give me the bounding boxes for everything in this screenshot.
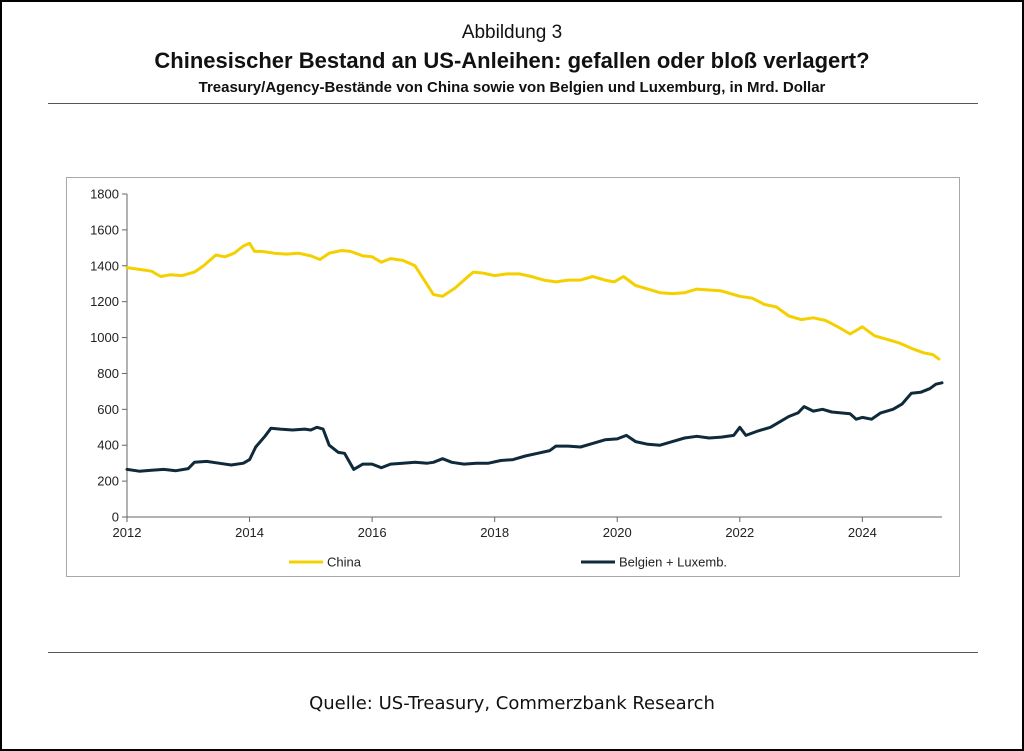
y-tick-label: 800	[97, 366, 119, 381]
y-tick-label: 0	[112, 510, 119, 525]
source-note: Quelle: US-Treasury, Commerzbank Researc…	[309, 693, 715, 714]
x-tick-label: 2016	[358, 525, 387, 540]
y-tick-label: 600	[97, 402, 119, 417]
series-line-china	[125, 241, 941, 361]
legend-label-china: China	[327, 555, 362, 570]
y-tick-label: 400	[97, 438, 119, 453]
chart-area: 0 200 400 600 800 1000 1200 1400 1600 1800 2012 201…	[66, 177, 960, 577]
y-tick-label: 200	[97, 474, 119, 489]
x-tick-label: 2012	[113, 525, 142, 540]
chart-title: Chinesischer Bestand an US-Anleihen: gef…	[154, 48, 870, 73]
y-tick-label: 1400	[90, 258, 119, 273]
y-tick-label: 1600	[90, 222, 119, 237]
top-divider	[48, 103, 978, 104]
bottom-divider	[48, 652, 978, 653]
x-tick-label: 2024	[848, 525, 877, 540]
chart-subtitle: Treasury/Agency-Bestände von China sowie…	[198, 79, 826, 96]
y-tick-label: 1000	[90, 330, 119, 345]
legend-label-belgien-luxemb: Belgien + Luxemb.	[619, 555, 727, 570]
x-tick-label: 2018	[480, 525, 509, 540]
x-tick-label: 2022	[725, 525, 754, 540]
y-tick-label: 1200	[90, 294, 119, 309]
series-line-belgien-luxemb	[125, 381, 944, 473]
figure-label: Abbildung 3	[461, 22, 563, 43]
x-tick-label: 2020	[603, 525, 632, 540]
x-tick-label: 2014	[235, 525, 264, 540]
y-tick-label: 1800	[90, 187, 119, 202]
line-chart: 0 200 400 600 800 1000 1200 1400 1600 1800 2012 201…	[90, 187, 944, 570]
